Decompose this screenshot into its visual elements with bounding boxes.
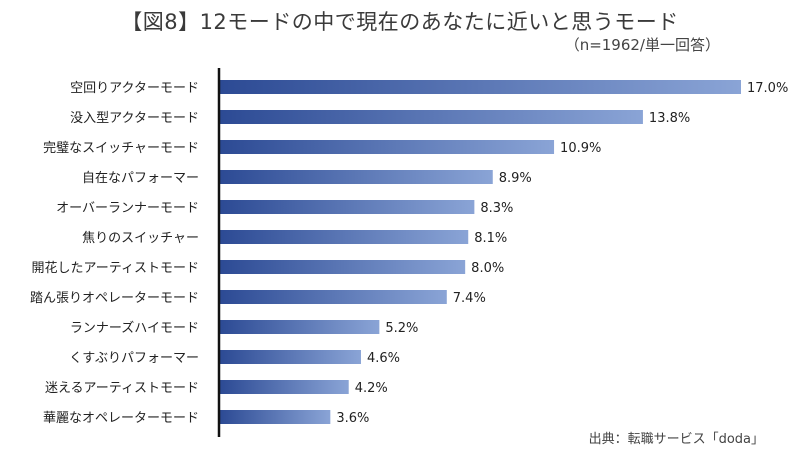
bar	[220, 140, 555, 154]
category-label: 開花したアーティストモード	[32, 260, 199, 276]
bar	[220, 350, 361, 364]
bar	[220, 110, 643, 124]
value-label: 5.2%	[385, 321, 418, 336]
value-label: 3.6%	[336, 411, 369, 426]
value-label: 7.4%	[453, 291, 486, 306]
bar	[220, 170, 493, 184]
bars-layer: 空回りアクターモード 17.0% 没入型アクターモード 13.8% 完璧なスイッチャーモ…	[30, 80, 788, 426]
category-label: 完璧なスイッチャーモード	[43, 140, 199, 156]
value-label: 4.6%	[367, 351, 400, 366]
value-label: 17.0%	[747, 81, 788, 96]
value-label: 8.9%	[499, 171, 532, 186]
chart-subtitle: （n=1962/単一回答）	[564, 36, 720, 54]
value-label: 13.8%	[649, 111, 690, 126]
bar	[220, 200, 475, 214]
category-label: 没入型アクターモード	[70, 111, 199, 126]
category-label: くすぶりパフォーマー	[69, 351, 199, 366]
category-label: ランナーズハイモード	[70, 320, 199, 336]
bar	[220, 410, 331, 424]
value-label: 4.2%	[355, 381, 388, 396]
value-label: 8.0%	[471, 261, 504, 276]
source-note: 出典：転職サービス「doda」	[588, 432, 764, 447]
bar	[220, 380, 349, 394]
value-label: 8.3%	[480, 201, 513, 216]
category-label: オーバーランナーモード	[56, 201, 199, 216]
category-label: 空回りアクターモード	[70, 81, 199, 96]
value-label: 10.9%	[560, 141, 601, 156]
category-label: 自在なパフォーマー	[82, 171, 199, 186]
bar	[220, 80, 741, 94]
category-label: 華麗なオペレーターモード	[43, 411, 199, 426]
value-label: 8.1%	[474, 231, 507, 246]
bar	[220, 230, 469, 244]
bar	[220, 320, 380, 334]
bar	[220, 290, 447, 304]
category-label: 踏ん張りオペレーターモード	[30, 291, 199, 306]
bar	[220, 260, 466, 274]
category-label: 迷えるアーティストモード	[45, 381, 199, 396]
chart-title: 【図8】12モードの中で現在のあなたに近いと思うモード	[121, 10, 679, 34]
category-label: 焦りのスイッチャー	[82, 231, 199, 246]
